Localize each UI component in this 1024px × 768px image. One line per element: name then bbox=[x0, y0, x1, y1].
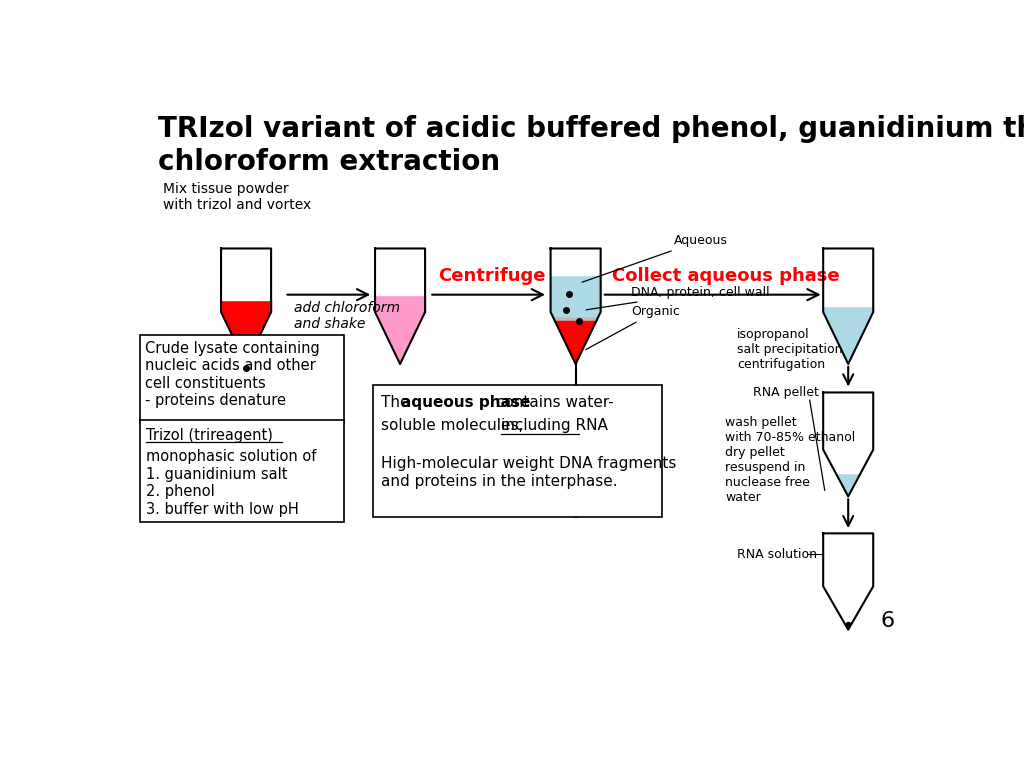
FancyBboxPatch shape bbox=[140, 420, 344, 521]
Text: 6: 6 bbox=[881, 611, 894, 631]
Text: DNA, protein, cell wall: DNA, protein, cell wall bbox=[586, 286, 770, 310]
Polygon shape bbox=[221, 312, 271, 364]
Text: Crude lysate containing
nucleic acids and other
cell constituents
- proteins den: Crude lysate containing nucleic acids an… bbox=[145, 341, 319, 408]
Polygon shape bbox=[221, 249, 271, 300]
Text: TRIzol variant of acidic buffered phenol, guanidinium thiocyanate,
chloroform ex: TRIzol variant of acidic buffered phenol… bbox=[158, 115, 1024, 176]
Polygon shape bbox=[554, 320, 597, 364]
Text: Trizol (trireagent): Trizol (trireagent) bbox=[146, 428, 272, 443]
Text: soluble molecules,: soluble molecules, bbox=[381, 418, 528, 433]
Polygon shape bbox=[823, 312, 873, 364]
Text: Centrifuge: Centrifuge bbox=[438, 266, 546, 285]
Polygon shape bbox=[375, 312, 425, 364]
Text: contains water-: contains water- bbox=[490, 395, 613, 410]
Polygon shape bbox=[553, 316, 598, 320]
Text: Aqueous: Aqueous bbox=[582, 234, 727, 282]
Polygon shape bbox=[551, 275, 601, 312]
Text: aqueous phase: aqueous phase bbox=[401, 395, 530, 410]
Polygon shape bbox=[221, 300, 271, 312]
Text: RNA pellet: RNA pellet bbox=[753, 386, 818, 399]
Polygon shape bbox=[836, 474, 860, 496]
Text: monophasic solution of
1. guanidinium salt
2. phenol
3. buffer with low pH: monophasic solution of 1. guanidinium sa… bbox=[146, 449, 316, 517]
Polygon shape bbox=[823, 449, 873, 474]
Polygon shape bbox=[823, 249, 873, 306]
Text: High-molecular weight DNA fragments
and proteins in the interphase.: High-molecular weight DNA fragments and … bbox=[381, 456, 676, 488]
Text: including RNA: including RNA bbox=[502, 418, 608, 433]
Text: RNA solution: RNA solution bbox=[737, 548, 817, 561]
FancyBboxPatch shape bbox=[373, 385, 662, 517]
Text: add chloroform
and shake: add chloroform and shake bbox=[294, 301, 399, 331]
FancyBboxPatch shape bbox=[140, 335, 344, 423]
Text: Organic: Organic bbox=[586, 305, 680, 349]
Polygon shape bbox=[551, 312, 601, 316]
Polygon shape bbox=[375, 249, 425, 295]
Text: Collect aqueous phase: Collect aqueous phase bbox=[611, 266, 840, 285]
Text: The: The bbox=[381, 395, 414, 410]
Text: isopropanol
salt precipitation
centrifugation: isopropanol salt precipitation centrifug… bbox=[737, 328, 843, 371]
Polygon shape bbox=[823, 306, 873, 312]
Text: wash pellet
with 70-85% ethanol
dry pellet
resuspend in
nuclease free
water: wash pellet with 70-85% ethanol dry pell… bbox=[725, 415, 855, 504]
Polygon shape bbox=[823, 586, 873, 630]
Polygon shape bbox=[551, 249, 601, 275]
Polygon shape bbox=[823, 392, 873, 449]
Text: Mix tissue powder
with trizol and vortex: Mix tissue powder with trizol and vortex bbox=[163, 182, 311, 212]
Polygon shape bbox=[375, 295, 425, 312]
Polygon shape bbox=[823, 533, 873, 586]
